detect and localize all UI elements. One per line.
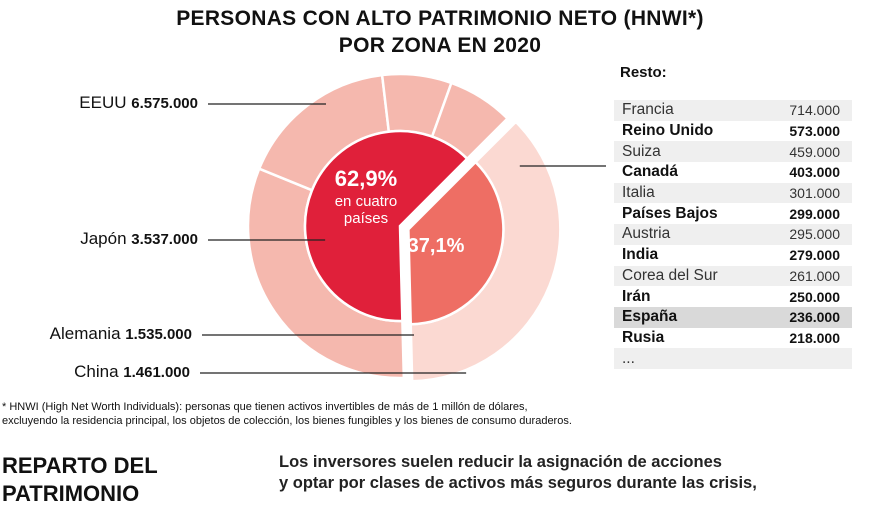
table-row: Francia 714.000 — [614, 100, 852, 121]
chart-title-line-1: PERSONAS CON ALTO PATRIMONIO NETO (HNWI*… — [176, 7, 704, 30]
table-cell-country: Rusia — [622, 328, 665, 346]
table-cell-value: 250.000 — [789, 288, 840, 305]
outer-label-name: EEUU — [79, 93, 132, 112]
inner-main-sublabel-1: en cuatro — [335, 193, 398, 210]
table-cell-value: 459.000 — [789, 143, 840, 160]
table-cell-value: 218.000 — [789, 329, 840, 346]
outer-label-china: China 1.461.000 — [74, 362, 190, 382]
table-row: Irán 250.000 — [614, 286, 852, 307]
table-cell-country: Corea del Sur — [622, 266, 718, 284]
table-cell-country: Reino Unido — [622, 122, 714, 140]
table-row: Corea del Sur 261.000 — [614, 265, 852, 287]
outer-label-value: 1.461.000 — [123, 364, 190, 381]
outer-label-name: Alemania — [49, 324, 126, 343]
body-text-line-1: Los inversores suelen reducir la asignac… — [279, 453, 722, 471]
table-row: España 236.000 — [614, 306, 852, 328]
body-text: Los inversores suelen reducir la asignac… — [279, 452, 757, 494]
table-row: Rusia 218.000 — [614, 328, 852, 349]
table-row: ... — [614, 348, 852, 369]
inner-rest-percent-label: 37,1% — [408, 235, 465, 257]
table-row: Austria 295.000 — [614, 224, 852, 245]
footnote-line-1: * HNWI (High Net Worth Individuals): per… — [2, 401, 528, 413]
table-cell-country: India — [622, 246, 659, 264]
resto-table: Francia 714.000 Reino Unido 573.000 Suiza 459… — [614, 100, 852, 369]
footnote: * HNWI (High Net Worth Individuals): per… — [2, 400, 872, 428]
table-row: Canadá 403.000 — [614, 162, 852, 183]
table-cell-value: 714.000 — [789, 102, 840, 119]
table-cell-value: 301.000 — [789, 185, 840, 202]
outer-label-eeuu: EEUU 6.575.000 — [79, 93, 198, 113]
table-cell-value: 261.000 — [789, 267, 840, 284]
table-cell-value: 403.000 — [789, 164, 840, 181]
section-title-line-2: PATRIMONIO — [2, 481, 140, 506]
outer-label-name: Japón — [80, 229, 132, 248]
table-row: Países Bajos 299.000 — [614, 203, 852, 224]
outer-label-name: China — [74, 362, 124, 381]
table-row: Suiza 459.000 — [614, 141, 852, 163]
table-cell-country: Canadá — [622, 163, 678, 181]
section-title: REPARTO DEL PATRIMONIO — [2, 452, 158, 508]
inner-slice-resto — [407, 160, 505, 326]
section-title-line-1: REPARTO DEL — [2, 453, 158, 478]
inner-pie — [303, 129, 505, 326]
table-cell-country: Italia — [622, 184, 655, 202]
chart-title-line-2: POR ZONA EN 2020 — [338, 34, 542, 57]
table-cell-country: Suiza — [622, 142, 661, 160]
table-cell-value: 299.000 — [789, 205, 840, 222]
table-cell-value: 295.000 — [789, 226, 840, 243]
outer-label-value: 3.537.000 — [131, 231, 198, 248]
inner-main-sublabel-2: países — [344, 210, 388, 227]
table-cell-value: 236.000 — [789, 309, 840, 326]
body-text-line-2: y optar por clases de activos más seguro… — [279, 474, 757, 492]
resto-title: Resto: — [620, 64, 667, 81]
leader-lines — [200, 103, 606, 374]
outer-label-value: 6.575.000 — [131, 95, 198, 112]
outer-label-value: 1.535.000 — [125, 326, 192, 343]
table-cell-country: España — [622, 308, 678, 326]
footnote-line-2: excluyendo la residencia principal, los … — [2, 415, 572, 427]
outer-label-japón: Japón 3.537.000 — [80, 229, 198, 249]
table-cell-country: Países Bajos — [622, 204, 718, 222]
table-row: India 279.000 — [614, 245, 852, 266]
table-cell-country: Austria — [622, 225, 671, 243]
outer-label-alemania: Alemania 1.535.000 — [50, 324, 192, 344]
table-cell-country: Irán — [622, 287, 651, 305]
table-cell-value: 279.000 — [789, 247, 840, 264]
inner-main-percent-label: 62,9% — [335, 166, 397, 191]
inner-slice-four-countries — [303, 129, 469, 323]
table-cell-value: 573.000 — [789, 123, 840, 140]
table-cell-country: ... — [622, 349, 635, 367]
table-row: Italia 301.000 — [614, 182, 852, 204]
table-cell-country: Francia — [622, 101, 674, 119]
table-row: Reino Unido 573.000 — [614, 121, 852, 142]
